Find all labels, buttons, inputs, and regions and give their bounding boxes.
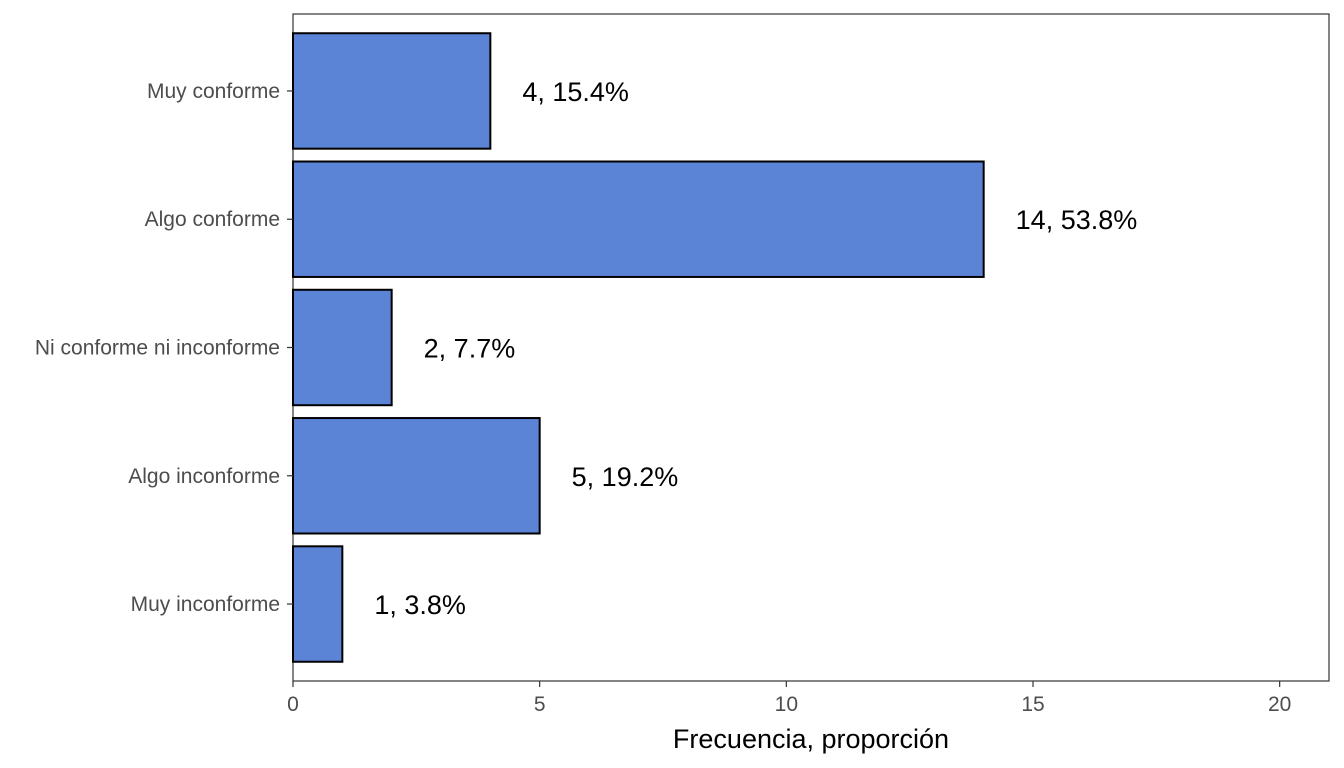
x-axis: 0 5 10 15 20 bbox=[287, 681, 1291, 716]
x-tick-label: 5 bbox=[534, 693, 546, 716]
data-label: 4, 15.4% bbox=[522, 77, 629, 107]
bar bbox=[292, 288, 393, 407]
y-axis: Muy conforme Algo conforme Ni conforme ni … bbox=[35, 80, 293, 616]
y-tick-label: Algo conforme bbox=[145, 208, 280, 231]
y-tick-label: Muy inconforme bbox=[131, 593, 280, 616]
x-tick-label: 20 bbox=[1268, 693, 1291, 716]
bar bbox=[292, 545, 344, 663]
data-labels-group: 4, 15.4% 14, 53.8% 2, 7.7% 5, 19.2% 1, 3.8% bbox=[374, 77, 1137, 620]
data-label: 5, 19.2% bbox=[572, 462, 679, 492]
y-tick-label: Muy conforme bbox=[147, 80, 280, 103]
bar bbox=[292, 32, 492, 150]
x-tick-label: 15 bbox=[1021, 693, 1044, 716]
data-label: 1, 3.8% bbox=[374, 590, 466, 620]
bar bbox=[292, 417, 541, 535]
x-tick-label: 0 bbox=[287, 693, 299, 716]
data-label: 2, 7.7% bbox=[424, 334, 516, 364]
bars-group bbox=[292, 32, 985, 663]
x-axis-title: Frecuencia, proporción bbox=[673, 724, 949, 754]
bar bbox=[292, 160, 985, 278]
y-tick-label: Algo inconforme bbox=[128, 465, 280, 488]
x-tick-label: 10 bbox=[775, 693, 798, 716]
data-label: 14, 53.8% bbox=[1016, 205, 1138, 235]
y-tick-label: Ni conforme ni inconforme bbox=[35, 337, 280, 360]
